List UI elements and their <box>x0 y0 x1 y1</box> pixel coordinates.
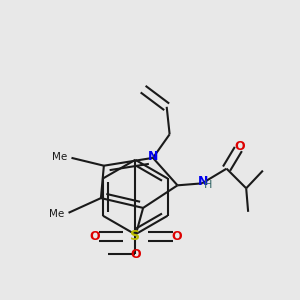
Text: H: H <box>204 180 212 190</box>
Text: O: O <box>89 230 100 243</box>
Text: Me: Me <box>49 209 64 219</box>
Text: O: O <box>172 230 182 243</box>
Text: N: N <box>198 175 209 188</box>
Text: S: S <box>130 230 140 243</box>
Text: O: O <box>235 140 245 153</box>
Text: O: O <box>130 248 141 261</box>
Text: N: N <box>148 150 158 163</box>
Text: Me: Me <box>52 152 67 162</box>
